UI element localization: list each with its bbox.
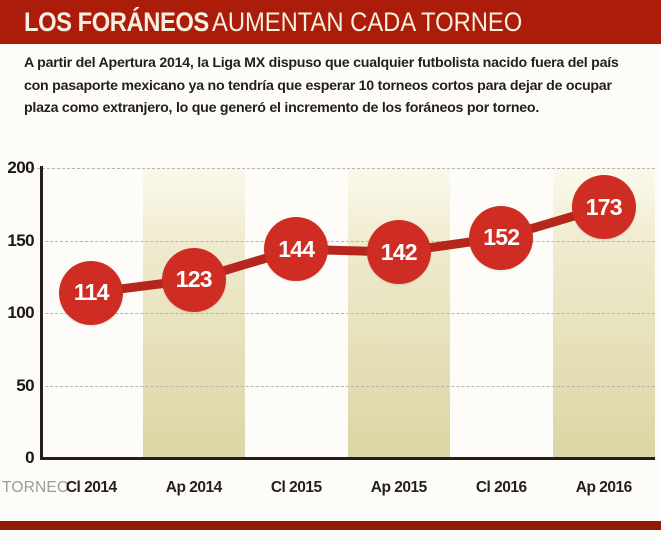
data-point-marker[interactable]: 123 [161,247,226,312]
x-axis-labels: TORNEO Cl 2014 Ap 2014 Cl 2015 Ap 2015 Cl 20… [0,479,661,509]
gridline [22,168,655,169]
chart-area: 0 50 100 150 200 114 123 144 142 152 173 [0,158,661,470]
footer-accent-bar [0,521,661,530]
data-point-marker[interactable]: 152 [469,205,534,270]
gridline [40,313,655,314]
y-axis-tick-label: 50 [16,375,34,395]
data-point-marker[interactable]: 144 [264,217,329,282]
data-point-value: 152 [483,224,520,251]
x-axis-line [40,457,655,460]
y-axis-tick-label: 150 [7,230,34,250]
data-point-marker[interactable]: 173 [571,175,636,240]
x-axis-title: TORNEO [2,479,70,496]
data-point-value: 173 [585,193,623,220]
header-banner: LOS FORÁNEOS AUMENTAN CADA TORNEO [0,0,661,44]
x-axis-tick-label: Ap 2015 [370,479,427,496]
page-title-light: AUMENTAN CADA TORNEO [212,6,523,37]
y-axis-tick-label: 200 [7,158,34,177]
data-point-value: 142 [380,238,418,265]
data-point-marker[interactable]: 114 [59,260,124,325]
gridline [40,385,655,387]
y-axis-tick-label: 100 [7,303,34,322]
x-axis-tick-label: Cl 2014 [65,479,117,496]
y-axis-tick-label: 0 [25,448,34,467]
data-point-value: 144 [278,235,315,262]
data-points: 114 123 144 142 152 173 [40,168,655,458]
gridline [40,240,655,242]
plot-gridlines [22,168,655,458]
data-point-value: 114 [73,279,110,306]
data-point-value: 123 [175,266,213,293]
page-title-strong: LOS FORÁNEOS [24,6,209,37]
x-axis-tick-label: Cl 2016 [475,479,527,496]
subtitle-paragraph: A partir del Apertura 2014, la Liga MX d… [24,55,619,116]
y-axis-line [40,166,43,460]
data-point-marker[interactable]: 142 [366,220,431,285]
page-title: LOS FORÁNEOS AUMENTAN CADA TORNEO [0,6,565,37]
x-axis-tick-label: Ap 2016 [575,479,632,496]
x-axis-tick-label: Ap 2014 [165,479,222,496]
x-axis-tick-label: Cl 2015 [270,479,322,496]
